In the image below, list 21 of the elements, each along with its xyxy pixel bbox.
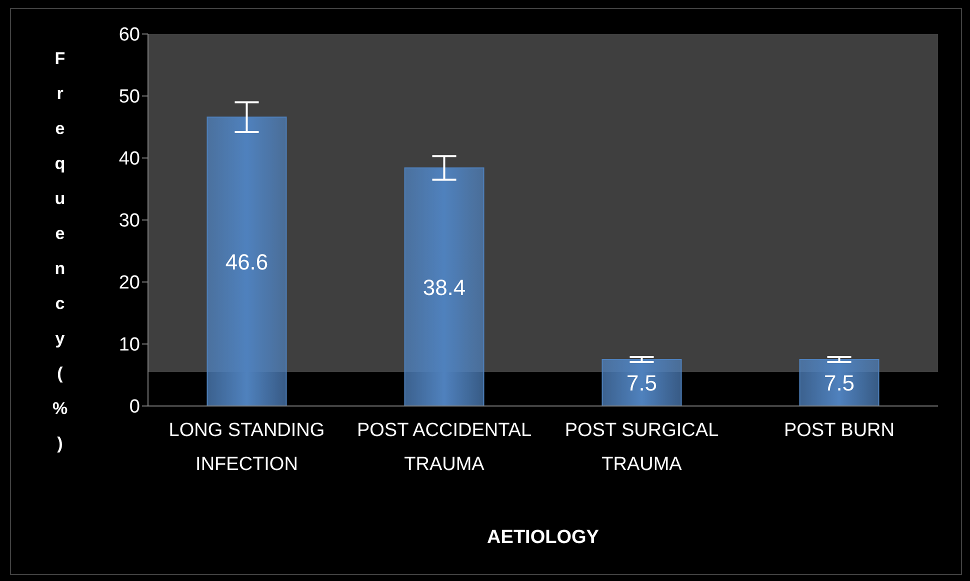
data-label: 7.5: [824, 370, 855, 396]
data-label: 7.5: [626, 370, 658, 396]
x-tick-label: POST ACCIDENTAL TRAUMA: [356, 420, 532, 475]
bar: [799, 359, 880, 406]
y-tick-label: 50: [118, 86, 140, 108]
x-tick-label: POST BURN: [784, 420, 895, 441]
y-tick-label: 20: [118, 272, 140, 294]
y-tick-label: 0: [129, 396, 140, 418]
bar: [206, 116, 287, 406]
data-label: 46.6: [225, 249, 268, 274]
y-tick-label: 60: [118, 24, 140, 46]
x-axis-title: AETIOLOGY: [487, 527, 600, 548]
y-tick-label: 10: [118, 334, 140, 356]
y-tick-label: 30: [118, 210, 140, 232]
bar: [602, 359, 682, 406]
text: Frequency (%): [52, 49, 68, 453]
bar: [404, 167, 484, 406]
data-label: 38.4: [422, 274, 466, 300]
x-tick-label: POST SURGICAL TRAUMA: [564, 420, 719, 475]
x-tick-label: LONG STANDING INFECTION: [168, 420, 325, 475]
y-tick-label: 40: [118, 148, 140, 170]
